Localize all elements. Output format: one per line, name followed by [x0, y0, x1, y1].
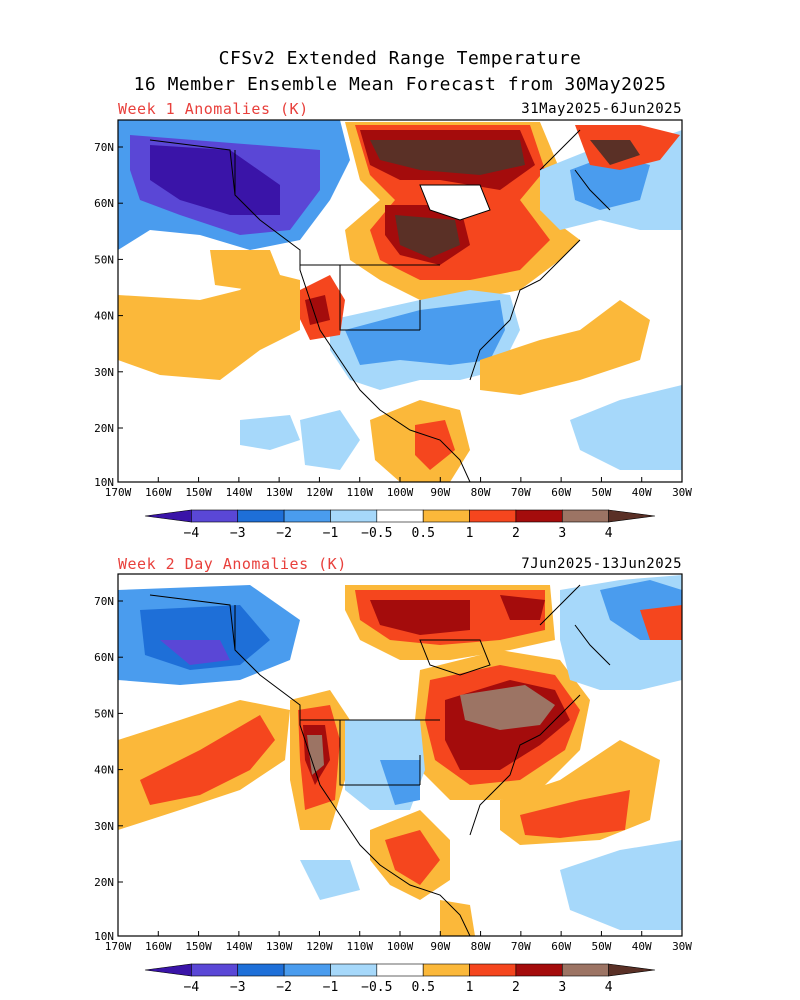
week1-dates: 31May2025-6Jun2025	[521, 101, 682, 117]
week1-panel: Week 1 Anomalies (K) 31May2025-6Jun2025	[0, 98, 800, 538]
chart-title: CFSv2 Extended Range Temperature	[218, 48, 582, 69]
week2-panel: Week 2 Day Anomalies (K) 7Jun2025-13Jun2…	[0, 553, 800, 993]
week1-label: Week 1 Anomalies (K)	[118, 100, 309, 118]
week1-anomaly-field	[118, 120, 682, 482]
chart-subtitle: 16 Member Ensemble Mean Forecast from 30…	[133, 74, 667, 95]
week2-dates: 7Jun2025-13Jun2025	[521, 556, 682, 572]
week2-label: Week 2 Day Anomalies (K)	[118, 555, 347, 573]
week1-coastlines	[149, 129, 611, 482]
